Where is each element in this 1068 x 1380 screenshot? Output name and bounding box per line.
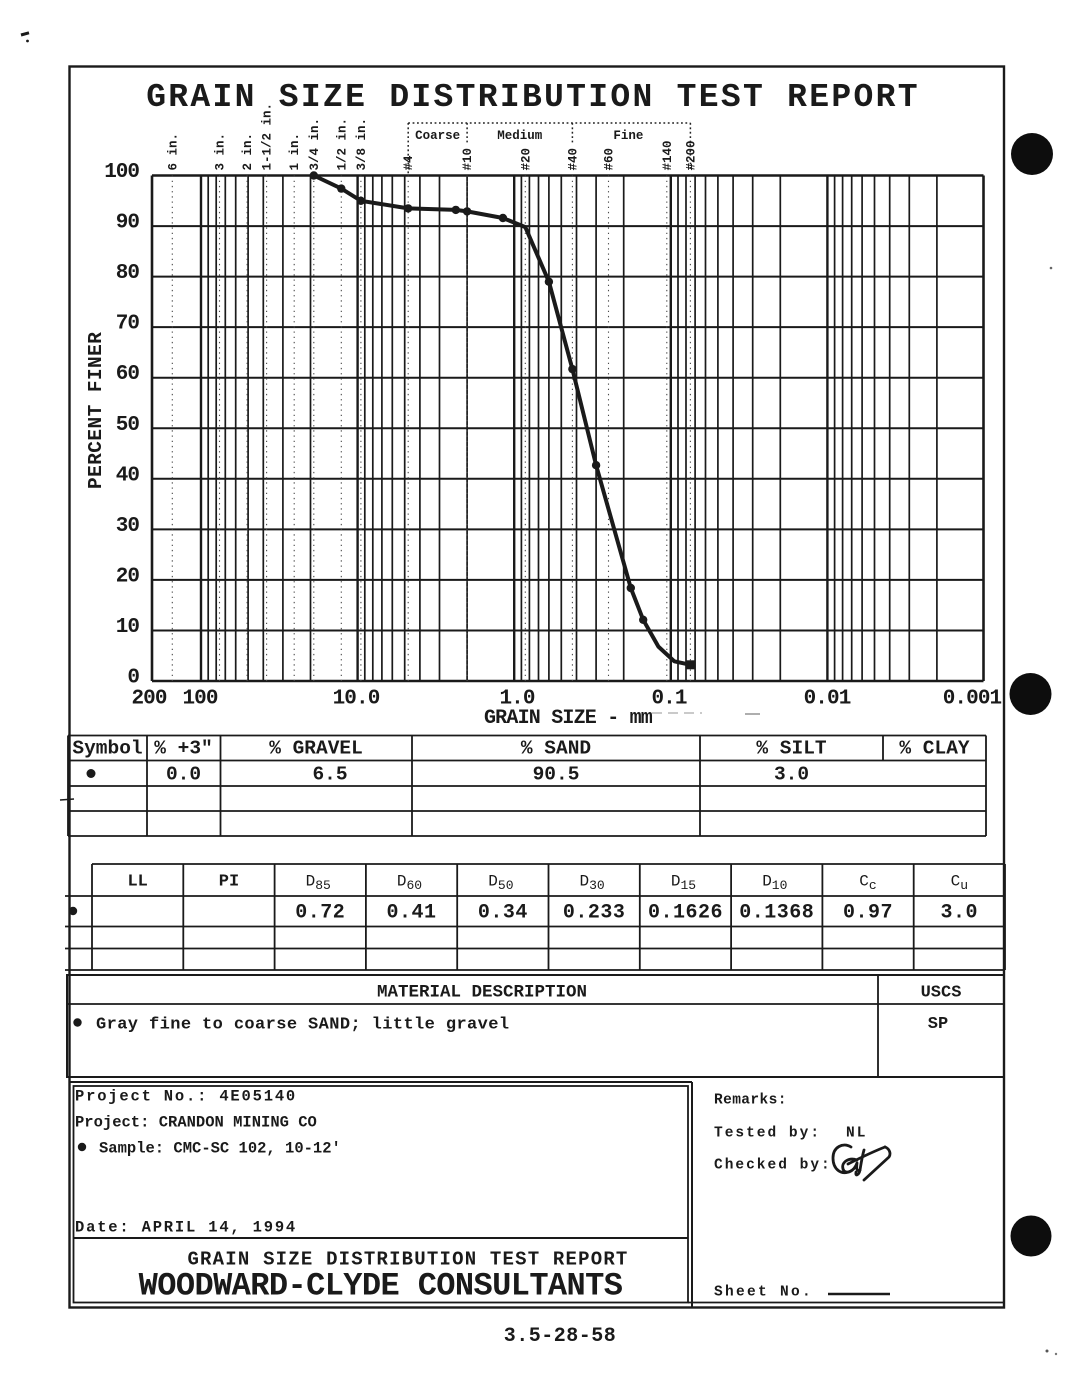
svg-text:Tested by:: Tested by: bbox=[714, 1126, 821, 1142]
svg-text:0.34: 0.34 bbox=[478, 902, 528, 925]
svg-text:D10: D10 bbox=[762, 873, 787, 894]
svg-text:SP: SP bbox=[928, 1015, 948, 1034]
svg-text:3/4 in.: 3/4 in. bbox=[308, 118, 322, 171]
svg-text:1.0: 1.0 bbox=[499, 688, 534, 711]
svg-text:Cu: Cu bbox=[951, 873, 968, 894]
svg-text:100: 100 bbox=[104, 161, 139, 184]
svg-text:0.001: 0.001 bbox=[943, 688, 1002, 711]
svg-text:30: 30 bbox=[116, 515, 140, 538]
svg-text:0.0: 0.0 bbox=[166, 764, 201, 786]
svg-text:% SAND: % SAND bbox=[521, 738, 591, 760]
svg-text:3.0: 3.0 bbox=[941, 902, 979, 925]
svg-text:#20: #20 bbox=[519, 148, 533, 171]
svg-text:% +3": % +3" bbox=[154, 738, 213, 760]
svg-text:D85: D85 bbox=[306, 873, 331, 894]
svg-text:1/2 in.: 1/2 in. bbox=[335, 118, 349, 171]
svg-text:0.01: 0.01 bbox=[804, 688, 851, 711]
svg-text:GRAIN SIZE DISTRIBUTION TEST R: GRAIN SIZE DISTRIBUTION TEST REPORT bbox=[187, 1249, 628, 1271]
svg-text:#40: #40 bbox=[566, 148, 580, 171]
svg-text:Coarse: Coarse bbox=[415, 129, 460, 143]
svg-text:3.0: 3.0 bbox=[774, 764, 809, 786]
svg-text:#140: #140 bbox=[661, 140, 675, 170]
svg-text:Cc: Cc bbox=[859, 873, 876, 894]
svg-text:Gray fine to coarse SAND; litt: Gray fine to coarse SAND; little gravel bbox=[96, 1016, 509, 1035]
svg-text:10.0: 10.0 bbox=[333, 688, 380, 711]
svg-text:Medium: Medium bbox=[497, 129, 543, 143]
svg-text:90.5: 90.5 bbox=[533, 764, 580, 786]
svg-text:60: 60 bbox=[116, 363, 140, 386]
svg-text:Project: CRANDON MINING CO: Project: CRANDON MINING CO bbox=[75, 1114, 317, 1132]
svg-text:% SILT: % SILT bbox=[756, 738, 827, 760]
svg-text:6.5: 6.5 bbox=[312, 764, 347, 786]
svg-text:3.5-28-58: 3.5-28-58 bbox=[504, 1325, 617, 1348]
svg-text:200: 200 bbox=[131, 688, 166, 711]
svg-text:70: 70 bbox=[116, 313, 140, 336]
svg-text:Remarks:: Remarks: bbox=[714, 1093, 787, 1109]
svg-text:Sheet No.: Sheet No. bbox=[714, 1285, 813, 1301]
svg-text:0.1: 0.1 bbox=[651, 688, 686, 711]
svg-text:NL: NL bbox=[846, 1126, 867, 1142]
svg-text:Date: APRIL 14, 1994: Date: APRIL 14, 1994 bbox=[75, 1219, 297, 1237]
svg-text:0: 0 bbox=[127, 667, 139, 690]
svg-text:20: 20 bbox=[116, 565, 140, 588]
svg-text:6 in.: 6 in. bbox=[166, 133, 180, 171]
svg-text:2 in.: 2 in. bbox=[241, 133, 255, 171]
svg-text:USCS: USCS bbox=[921, 984, 962, 1003]
svg-text:% CLAY: % CLAY bbox=[899, 738, 970, 760]
svg-text:MATERIAL DESCRIPTION: MATERIAL DESCRIPTION bbox=[377, 983, 587, 1003]
svg-text:D30: D30 bbox=[579, 873, 604, 894]
svg-text:1-1/2 in.: 1-1/2 in. bbox=[261, 103, 275, 171]
svg-text:Project No.: 4E05140: Project No.: 4E05140 bbox=[75, 1088, 297, 1106]
svg-text:0.233: 0.233 bbox=[563, 902, 626, 925]
svg-text:% GRAVEL: % GRAVEL bbox=[269, 738, 363, 760]
svg-text:0.1368: 0.1368 bbox=[739, 902, 814, 925]
svg-text:0.97: 0.97 bbox=[843, 902, 893, 925]
svg-text:0.72: 0.72 bbox=[295, 902, 345, 925]
svg-text:PI: PI bbox=[219, 873, 239, 892]
svg-text:3/8 in.: 3/8 in. bbox=[355, 118, 369, 171]
svg-text:50: 50 bbox=[116, 414, 140, 437]
svg-text:#4: #4 bbox=[402, 155, 416, 171]
svg-text:PERCENT FINER: PERCENT FINER bbox=[85, 332, 107, 489]
svg-text:D15: D15 bbox=[671, 873, 696, 894]
svg-text:1 in.: 1 in. bbox=[288, 133, 302, 171]
svg-text:Symbol: Symbol bbox=[72, 738, 142, 760]
svg-text:100: 100 bbox=[182, 688, 217, 711]
svg-text:WOODWARD-CLYDE CONSULTANTS: WOODWARD-CLYDE CONSULTANTS bbox=[139, 1268, 623, 1305]
svg-text:Sample: CMC-SC 102, 10-12': Sample: CMC-SC 102, 10-12' bbox=[99, 1140, 341, 1158]
svg-text:0.1626: 0.1626 bbox=[648, 902, 723, 925]
svg-text:D50: D50 bbox=[488, 873, 513, 894]
svg-text:D60: D60 bbox=[397, 873, 422, 894]
svg-text:Checked by:: Checked by: bbox=[714, 1158, 832, 1174]
svg-text:3 in.: 3 in. bbox=[214, 133, 228, 171]
svg-text:40: 40 bbox=[116, 464, 140, 487]
svg-text:#10: #10 bbox=[461, 148, 475, 171]
svg-text:Fine: Fine bbox=[613, 129, 643, 143]
svg-text:#60: #60 bbox=[603, 148, 617, 171]
svg-text:GRAIN SIZE DISTRIBUTION TEST R: GRAIN SIZE DISTRIBUTION TEST REPORT bbox=[146, 79, 920, 116]
svg-text:LL: LL bbox=[127, 873, 147, 892]
svg-text:90: 90 bbox=[116, 212, 140, 235]
svg-text:10: 10 bbox=[116, 616, 140, 639]
svg-text:0.41: 0.41 bbox=[386, 902, 436, 925]
svg-text:#200: #200 bbox=[684, 140, 698, 170]
svg-text:80: 80 bbox=[116, 262, 140, 285]
svg-text:GRAIN SIZE - mm: GRAIN SIZE - mm bbox=[484, 707, 653, 730]
